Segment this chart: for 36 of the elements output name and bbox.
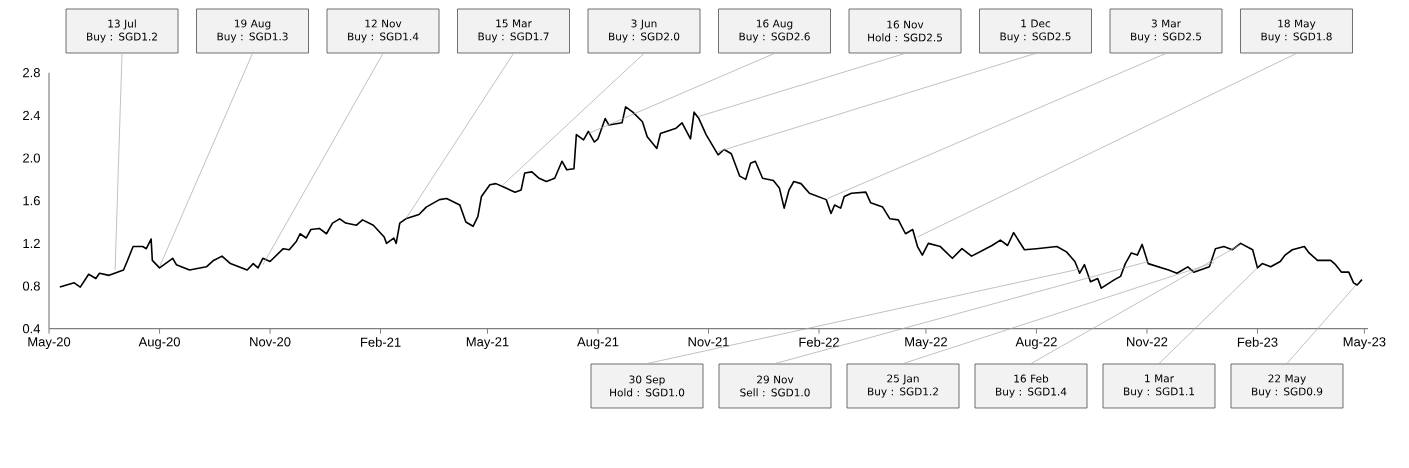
annotation: 15 Mar Buy : SGD1.7 <box>478 19 549 43</box>
y-tick-label: 1.6 <box>23 196 40 206</box>
y-tick-label: 2.4 <box>23 110 41 120</box>
annotation: 13 Jul Buy : SGD1.2 <box>87 19 157 43</box>
annotation: 25 Jan Buy : SGD1.2 <box>868 374 938 398</box>
annotation: 3 Mar Buy : SGD2.5 <box>1131 19 1202 43</box>
annotation: 12 Nov Buy : SGD1.4 <box>348 19 419 43</box>
x-tick-label: Feb-21 <box>361 337 401 347</box>
x-tick-label: Aug-20 <box>138 337 180 349</box>
y-tick-label: 2.8 <box>23 68 40 78</box>
x-tick-label: Nov-20 <box>250 337 291 347</box>
annotation: 30 Sep Hold : SGD1.0 <box>610 375 685 397</box>
y-tick-label: 1.2 <box>23 238 40 248</box>
y-tick-label: 0.8 <box>22 281 40 291</box>
annotation: 16 Feb Buy : SGD1.4 <box>996 374 1067 398</box>
x-tick-label: Aug-21 <box>577 337 619 349</box>
x-tick-label: Nov-22 <box>1127 337 1168 347</box>
annotation: 19 Aug Buy : SGD1.3 <box>217 19 288 43</box>
annotation: 16 Aug Buy : SGD2.6 <box>739 19 810 43</box>
annotation: 1 Dec Buy : SGD2.5 <box>1000 19 1071 43</box>
x-tick-label: Feb-23 <box>1237 337 1278 347</box>
y-tick-label: 2.0 <box>23 153 40 163</box>
x-tick-label: May-20 <box>28 337 71 349</box>
x-tick-label: Nov-21 <box>688 337 729 347</box>
x-tick-label: May-21 <box>466 337 509 349</box>
x-tick-label: May-22 <box>905 337 947 349</box>
x-tick-label: Feb-22 <box>799 337 839 347</box>
annotation: 16 Nov Hold : SGD2.5 <box>868 20 942 42</box>
annotation: 18 May Buy : SGD1.8 <box>1261 19 1332 43</box>
x-tick-label: May-23 <box>1343 337 1386 349</box>
x-tick-label: Aug-22 <box>1015 337 1057 349</box>
annotation: 22 May Buy : SGD0.9 <box>1252 374 1323 398</box>
annotation: 3 Jun Buy : SGD2.0 <box>609 19 680 43</box>
annotation: 29 Nov Sell : SGD1.0 <box>740 375 810 397</box>
y-tick-label: 0.4 <box>22 324 41 334</box>
annotation: 1 Mar Buy : SGD1.1 <box>1124 374 1194 398</box>
